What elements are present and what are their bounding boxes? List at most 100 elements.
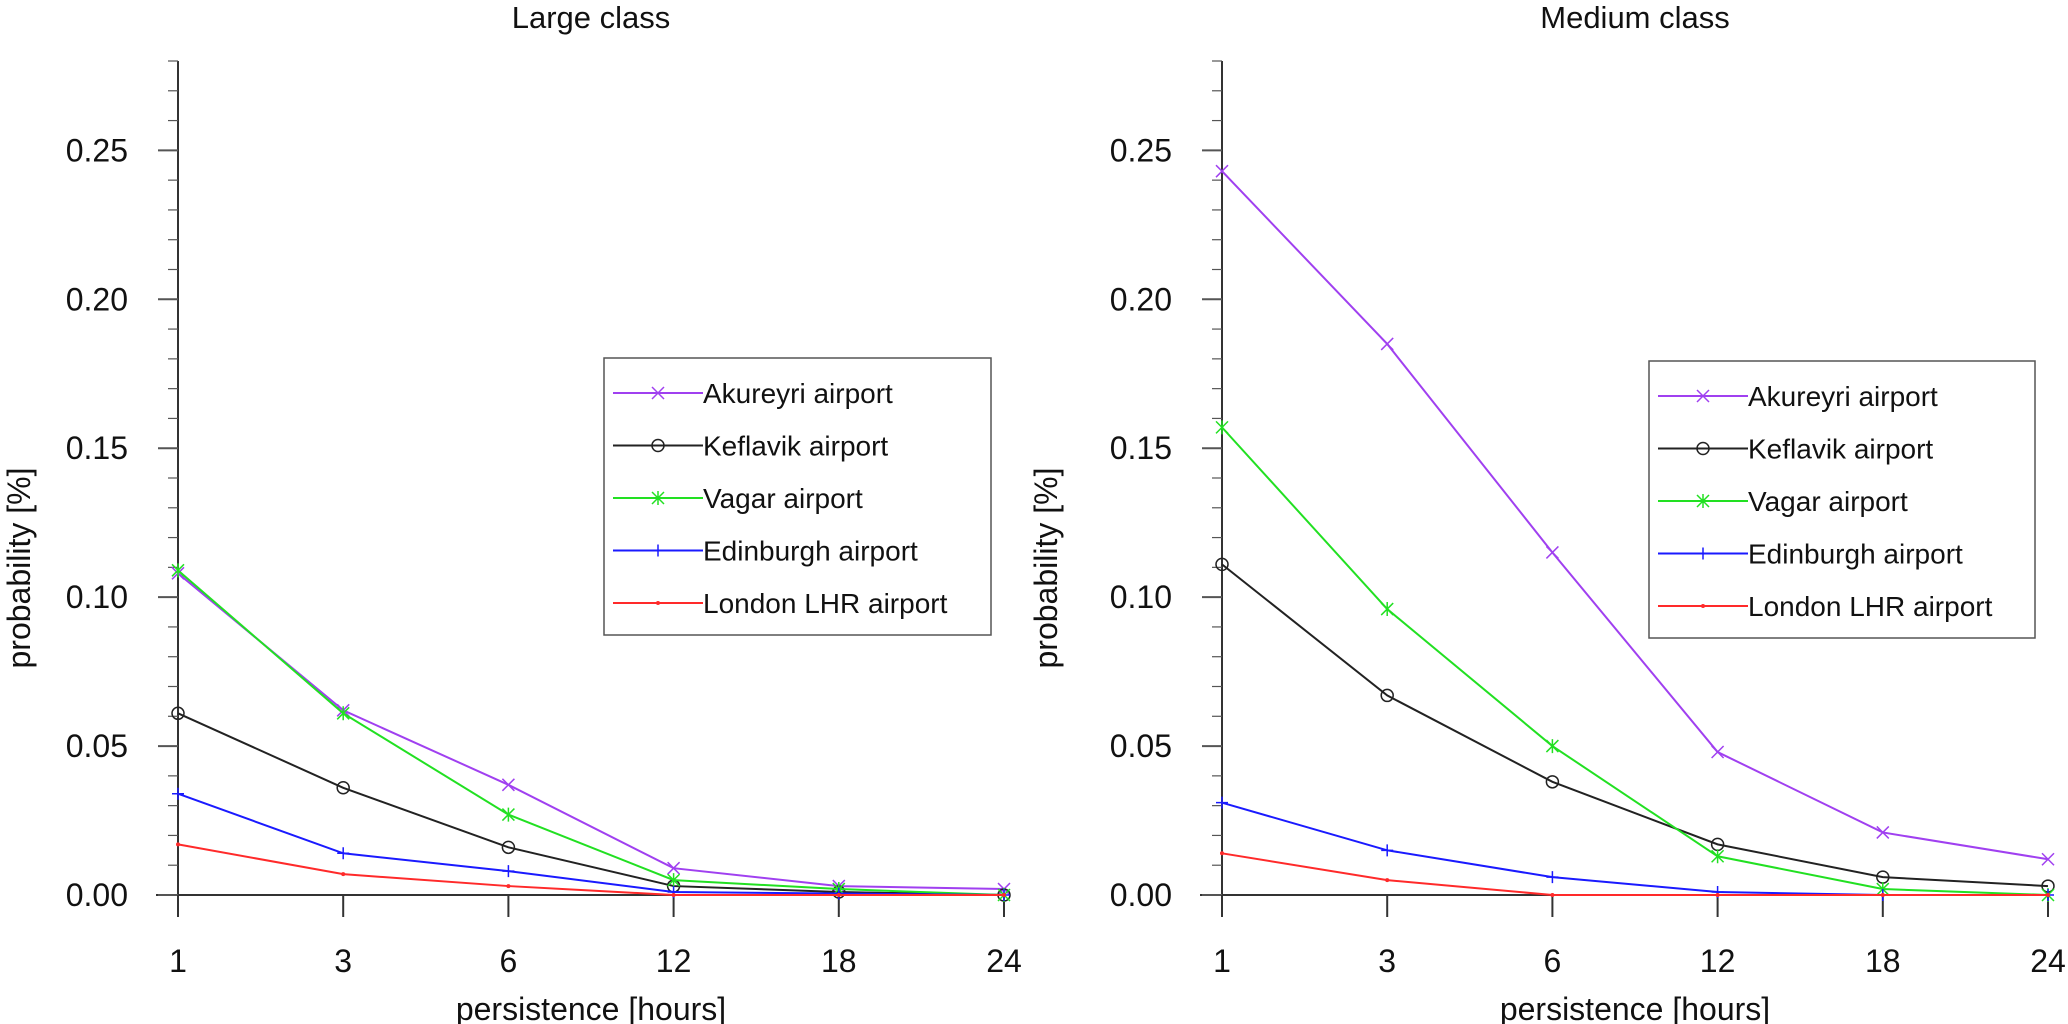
legend-label: London LHR airport (1748, 591, 1993, 622)
marker-asterisk (1696, 494, 1710, 508)
series-line (177, 843, 1004, 896)
marker-asterisk (171, 563, 185, 578)
marker-asterisk (501, 807, 515, 822)
y-tick-label: 0.15 (1110, 430, 1172, 466)
marker-asterisk (1215, 420, 1229, 435)
marker-plus (1697, 547, 1709, 560)
marker-circle (501, 840, 516, 855)
marker-plus (1546, 871, 1559, 884)
marker-plus (172, 787, 184, 800)
marker-asterisk (667, 873, 681, 888)
y-tick-label: 0.10 (66, 579, 128, 615)
series-london-lhr-airport (1220, 851, 2050, 897)
x-tick-label: 24 (2030, 943, 2066, 979)
marker-dot (341, 872, 346, 877)
x-tick-label: 1 (1213, 943, 1231, 979)
marker-plus (1381, 844, 1394, 857)
x-tick-label: 12 (656, 943, 692, 979)
marker-dot (1002, 893, 1006, 897)
series-line (177, 569, 1005, 896)
series-line (1221, 801, 2048, 896)
chart-title: Medium class (1540, 0, 1730, 35)
marker-asterisk (651, 491, 665, 505)
x-tick-label: 12 (1700, 943, 1736, 979)
panel-medium-class: Medium class 0.00 0.05 0.10 0.15 0.20 0.25 1 3 6 1… (1028, 0, 2066, 1024)
y-tick-label: 0.20 (1110, 281, 1172, 317)
marker-dot (1550, 893, 1555, 897)
marker-asterisk (1711, 849, 1725, 864)
marker-dot (176, 842, 180, 847)
marker-dot (1701, 604, 1705, 608)
x-tick-label: 3 (1378, 943, 1396, 979)
marker-dot (1880, 893, 1885, 897)
series-line (1221, 426, 2049, 896)
series-line (1221, 170, 2049, 861)
legend-item: Vagar airport (1658, 486, 1908, 517)
marker-asterisk (336, 706, 350, 721)
series-keflavik-airport (1215, 557, 2055, 893)
x-tick-label: 18 (821, 943, 857, 979)
legend-label: Keflavik airport (1748, 434, 1933, 465)
x-tick-label: 6 (500, 943, 518, 979)
marker-circle (1215, 557, 1229, 572)
series-line (177, 792, 1005, 896)
marker-circle (1380, 688, 1394, 703)
y-tick-label: 0.25 (66, 132, 128, 168)
x-tick-label: 1 (169, 943, 187, 979)
marker-x (1711, 745, 1725, 759)
y-tick-label: 0.25 (1110, 132, 1172, 168)
y-axis-label: probability [%] (1028, 468, 1064, 669)
marker-dot (656, 601, 660, 605)
marker-x (2041, 852, 2055, 866)
marker-x (667, 861, 681, 875)
legend-label: Edinburgh airport (703, 536, 918, 567)
legend-item: Edinburgh airport (613, 536, 918, 567)
series-line (1221, 563, 2049, 888)
series-line (177, 712, 1005, 896)
legend-item: London LHR airport (613, 588, 948, 619)
marker-plus (502, 865, 515, 878)
legend-label: Akureyri airport (1748, 381, 1938, 412)
legend-item: Vagar airport (613, 483, 863, 514)
y-tick-label: 0.05 (1110, 728, 1172, 764)
series-edinburgh-airport (172, 787, 1010, 901)
legend-item: Keflavik airport (613, 431, 888, 462)
x-axis-label: persistence [hours] (1500, 991, 1770, 1024)
legend-item: Akureyri airport (1658, 381, 1938, 412)
legend-box (603, 357, 992, 636)
legend-label: London LHR airport (703, 588, 948, 619)
marker-dot (1715, 893, 1720, 897)
series-keflavik-airport (171, 706, 1011, 902)
x-tick-label: 18 (1865, 943, 1901, 979)
legend-item: Edinburgh airport (1658, 539, 1963, 570)
marker-dot (1385, 878, 1390, 883)
marker-x (501, 778, 515, 792)
marker-circle (1696, 441, 1710, 456)
x-tick-label: 6 (1544, 943, 1562, 979)
marker-dot (671, 893, 676, 897)
marker-x (1876, 825, 1890, 839)
marker-x (1545, 545, 1559, 559)
marker-x (651, 386, 665, 400)
legend: Akureyri airport Keflavik airport Vagar ai… (1648, 360, 2036, 639)
legend-label: Vagar airport (703, 483, 863, 514)
marker-asterisk (1380, 602, 1394, 617)
marker-x (1215, 164, 1229, 178)
y-tick-label: 0.15 (66, 430, 128, 466)
marker-plus (652, 544, 664, 557)
marker-circle (1545, 775, 1560, 789)
series-london-lhr-airport (176, 842, 1006, 897)
marker-dot (1220, 851, 1224, 856)
marker-asterisk (1545, 739, 1559, 754)
legend-label: Edinburgh airport (1748, 539, 1963, 570)
legend: Akureyri airport Keflavik airport Vagar ai… (603, 357, 992, 636)
legend-box (1648, 360, 2036, 639)
legend-label: Vagar airport (1748, 486, 1908, 517)
legend-item: Akureyri airport (613, 378, 893, 409)
series-akureyri-airport (1215, 164, 2055, 866)
series-line (1221, 852, 2048, 896)
y-tick-label: 0.00 (66, 877, 128, 913)
marker-circle (171, 706, 185, 721)
marker-dot (506, 884, 511, 889)
